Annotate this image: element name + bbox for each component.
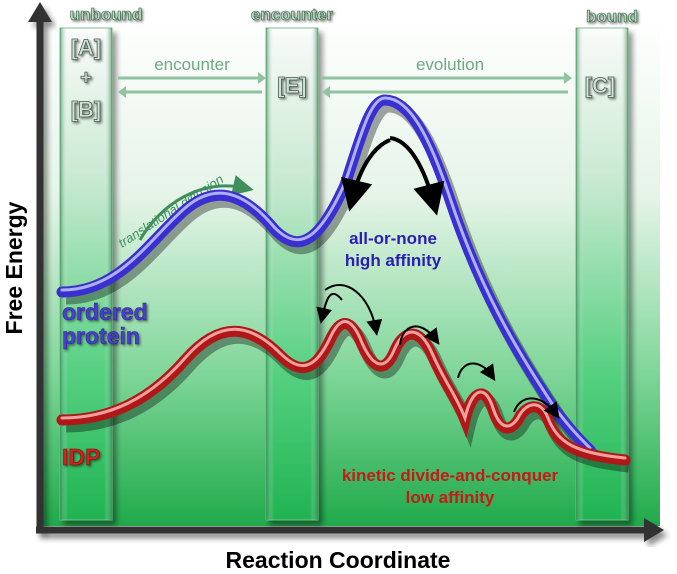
species-e-label: [E]: [277, 73, 306, 98]
y-axis: [28, 2, 52, 530]
ordered-annotation-line1: all-or-none: [349, 229, 437, 248]
x-axis: [36, 518, 664, 542]
species-c-label: [C]: [585, 73, 616, 98]
idp-hop-arrow-3: [399, 325, 440, 346]
ordered-protein-label-line2: protein: [62, 323, 140, 349]
ordered-barrier-arrow-right: [389, 136, 445, 216]
column-encounter: [265, 27, 319, 521]
idp-curve-highlight: [60, 320, 627, 460]
idp-hop-arrow-2: [324, 284, 383, 336]
idp-annotation-line2: low affinity: [406, 488, 495, 507]
encounter-equilibrium-arrows: [118, 72, 266, 98]
column-header-bound: bound: [586, 7, 638, 26]
column-unbound: [59, 27, 113, 521]
evolution-transition-label: evolution: [416, 55, 484, 74]
ordered-annotation-line2: high affinity: [345, 251, 442, 270]
diffusion-arrow: [138, 175, 254, 241]
ordered-protein-curve-highlight: [60, 96, 592, 450]
species-a-label: [A]: [71, 35, 102, 60]
idp-curve-shadow: [65, 323, 630, 473]
y-axis-label: Free Energy: [1, 201, 27, 334]
species-b-label: [B]: [71, 97, 102, 122]
x-axis-label: Reaction Coordinate: [226, 547, 451, 573]
species-plus-label: +: [80, 67, 92, 89]
idp-hop-arrow-4: [457, 362, 496, 381]
idp-label: IDP: [62, 444, 100, 470]
column-header-encounter: encounter: [251, 5, 334, 24]
idp-hop-arrow-1: [316, 292, 343, 324]
column-header-unbound: unbound: [70, 5, 143, 24]
idp-hop-arrow-5: [513, 397, 560, 419]
ordered-barrier-arrow-left: [341, 138, 391, 212]
encounter-transition-label: encounter: [154, 55, 230, 74]
idp-annotation-line1: kinetic divide-and-conquer: [342, 466, 559, 485]
evolution-equilibrium-arrows: [322, 72, 572, 98]
ordered-protein-label-line1: ordered: [62, 299, 148, 325]
